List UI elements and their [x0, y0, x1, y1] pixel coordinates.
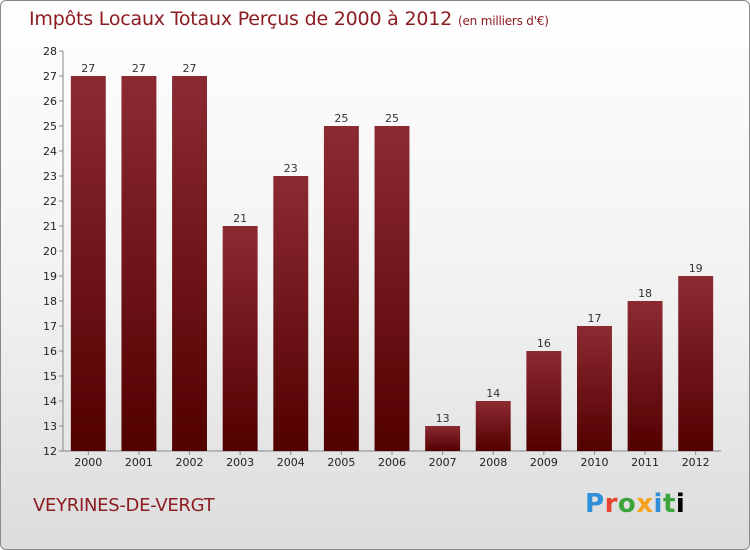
bar-value-label: 17	[587, 312, 601, 325]
y-tick-label: 27	[43, 70, 57, 83]
y-tick-label: 23	[43, 170, 57, 183]
y-tick-label: 18	[43, 295, 57, 308]
bar	[678, 276, 714, 451]
y-tick-label: 28	[43, 45, 57, 58]
bar-value-label: 18	[638, 287, 652, 300]
bar-value-label: 27	[132, 62, 146, 75]
place-name: VEYRINES-DE-VERGT	[33, 495, 215, 516]
bar	[374, 126, 410, 451]
bar	[425, 426, 461, 451]
y-tick-label: 22	[43, 195, 57, 208]
bar-value-label: 21	[233, 212, 247, 225]
x-tick-label: 2008	[479, 456, 507, 469]
y-tick-label: 20	[43, 245, 57, 258]
chart-title-text: Impôts Locaux Totaux Perçus de 2000 à 20…	[29, 8, 453, 30]
chart-title: Impôts Locaux Totaux Perçus de 2000 à 20…	[29, 8, 549, 30]
x-tick-label: 2003	[226, 456, 254, 469]
logo-letter: r	[604, 489, 618, 519]
x-tick-label: 2005	[327, 456, 355, 469]
logo-letter: t	[662, 489, 676, 519]
bar-value-label: 25	[334, 112, 348, 125]
logo-letter: x	[636, 489, 654, 519]
x-tick-label: 2006	[378, 456, 406, 469]
y-tick-label: 26	[43, 95, 57, 108]
y-tick-label: 13	[43, 420, 57, 433]
bar-value-label: 25	[385, 112, 399, 125]
bar-value-label: 14	[486, 387, 500, 400]
y-tick-label: 16	[43, 345, 57, 358]
y-tick-label: 15	[43, 370, 57, 383]
bar-value-label: 19	[689, 262, 703, 275]
x-tick-label: 2012	[682, 456, 710, 469]
proxiti-logo: Proxiti	[585, 489, 685, 519]
logo-letter: P	[585, 489, 605, 519]
y-tick-label: 25	[43, 120, 57, 133]
x-tick-label: 2007	[429, 456, 457, 469]
y-tick-label: 17	[43, 320, 57, 333]
bar	[627, 301, 663, 451]
x-tick-label: 2010	[580, 456, 608, 469]
x-tick-label: 2002	[176, 456, 204, 469]
bar-value-label: 23	[284, 162, 298, 175]
x-tick-label: 2009	[530, 456, 558, 469]
y-tick-label: 14	[43, 395, 57, 408]
bar-value-label: 27	[183, 62, 197, 75]
logo-letter: o	[617, 489, 637, 519]
y-tick-label: 21	[43, 220, 57, 233]
y-tick-label: 24	[43, 145, 57, 158]
y-tick-label: 19	[43, 270, 57, 283]
bar	[273, 176, 309, 451]
bar	[172, 76, 208, 451]
bar-value-label: 13	[436, 412, 450, 425]
x-tick-label: 2004	[277, 456, 305, 469]
bar	[475, 401, 511, 451]
bar	[576, 326, 612, 451]
bar	[121, 76, 157, 451]
bar-value-label: 16	[537, 337, 551, 350]
bar	[323, 126, 359, 451]
x-tick-label: 2001	[125, 456, 153, 469]
bar	[526, 351, 562, 451]
bar-value-label: 27	[81, 62, 95, 75]
chart-title-unit: (en milliers d'€)	[458, 14, 549, 28]
x-tick-label: 2011	[631, 456, 659, 469]
logo-letter: i	[675, 489, 686, 519]
logo-letter: i	[653, 489, 663, 519]
y-tick-label: 12	[43, 445, 57, 458]
bar	[70, 76, 106, 451]
x-tick-label: 2000	[74, 456, 102, 469]
bar	[222, 226, 258, 451]
